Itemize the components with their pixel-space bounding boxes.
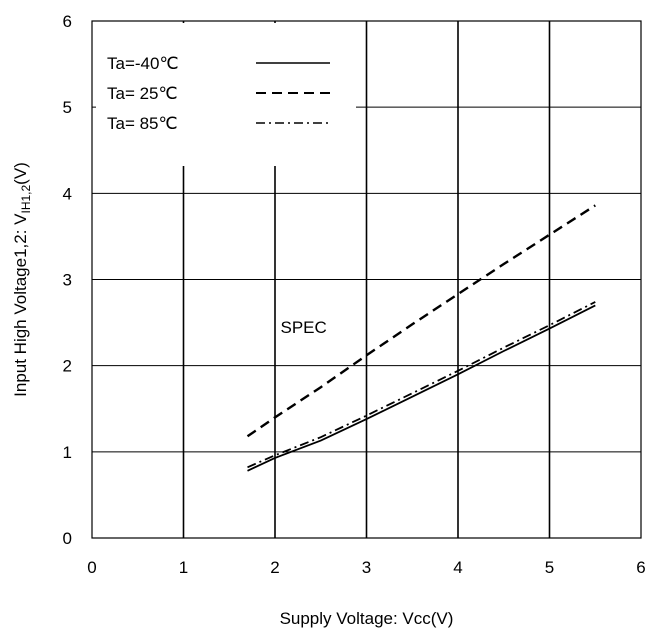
plot-frame <box>91 20 642 539</box>
series-line-2 <box>246 204 596 438</box>
y-axis-label-subscript: IH1,2 <box>19 184 33 213</box>
legend-entry-label-3: Ta= 85℃ <box>107 114 178 133</box>
y-axis-label-unit: (V) <box>11 162 30 185</box>
x-axis-label: Supply Voltage: Vcc(V) <box>280 609 454 628</box>
legend-box <box>96 23 356 166</box>
y-axis-label-main: Input High Voltage1,2: V <box>11 213 30 397</box>
series-group <box>246 204 596 472</box>
series-line-1 <box>247 304 596 472</box>
x-tick-label-2: 2 <box>270 558 279 577</box>
legend-entry-label-1: Ta=-40℃ <box>107 54 179 73</box>
legend-entry-label-2: Ta= 25℃ <box>107 84 178 103</box>
x-tick-label-3: 3 <box>362 558 371 577</box>
x-tick-label-5: 5 <box>545 558 554 577</box>
x-tick-label-6: 6 <box>636 558 645 577</box>
x-tick-label-4: 4 <box>453 558 462 577</box>
y-tick-label-5: 5 <box>63 98 72 117</box>
y-tick-label-0: 0 <box>63 529 72 548</box>
x-tick-label-1: 1 <box>179 558 188 577</box>
y-tick-label-2: 2 <box>63 357 72 376</box>
legend: Ta=-40℃ Ta= 25℃ Ta= 85℃ <box>107 54 330 133</box>
x-tick-label-0: 0 <box>87 558 96 577</box>
y-tick-label-4: 4 <box>63 184 72 203</box>
y-axis-label: Input High Voltage1,2: VIH1,2(V) <box>11 162 33 397</box>
y-tick-label-3: 3 <box>63 271 72 290</box>
series-line-3 <box>247 301 596 469</box>
y-tick-label-6: 6 <box>63 12 72 31</box>
y-tick-label-1: 1 <box>63 443 72 462</box>
annotation-spec: SPEC <box>281 318 327 337</box>
tick-labels: 0 1 2 3 4 5 6 0 1 2 3 4 5 6 <box>63 12 646 577</box>
